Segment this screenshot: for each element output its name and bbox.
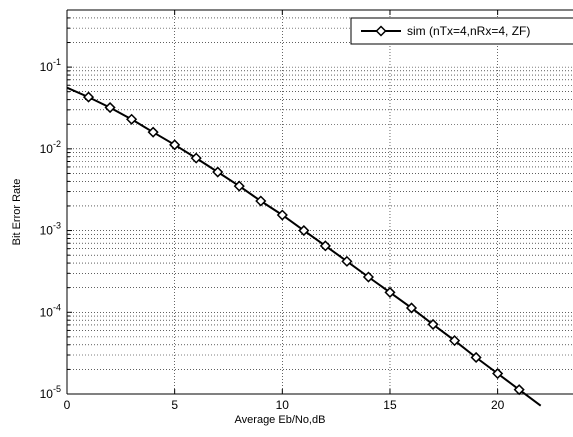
series-point xyxy=(147,126,159,138)
legend-entry-label: sim (nTx=4,nRx=4, ZF) xyxy=(407,24,530,38)
series-point xyxy=(298,224,310,237)
y-tick-label: 10-2 xyxy=(40,139,61,156)
series-point xyxy=(427,318,439,330)
y-tick-label: 10-4 xyxy=(40,302,61,319)
series-point xyxy=(276,209,288,221)
series-point xyxy=(341,255,353,267)
series-point xyxy=(212,166,224,178)
x-tick-label: 20 xyxy=(491,398,505,412)
legend-diamond-marker xyxy=(375,25,387,37)
series-point xyxy=(319,240,331,252)
legend: sim (nTx=4,nRx=4, ZF) xyxy=(350,17,573,45)
series-point xyxy=(82,91,95,103)
series-point xyxy=(126,113,138,125)
x-tick-label: 0 xyxy=(64,398,71,412)
ticks: 0 5 10 15 20 10-1 10-2 10-3 10-4 10-5 xyxy=(40,10,505,412)
x-tick-label: 10 xyxy=(276,398,290,412)
series-point xyxy=(190,152,202,164)
x-tick-label: 15 xyxy=(383,398,397,412)
series-point xyxy=(104,101,116,114)
y-axis-label: Bit Error Rate xyxy=(11,179,23,246)
grid xyxy=(67,10,573,394)
series-point xyxy=(384,286,396,298)
series-point xyxy=(470,351,482,364)
y-tick-label: 10-3 xyxy=(40,221,61,238)
series-point xyxy=(233,180,245,192)
x-tick-label: 5 xyxy=(171,398,178,412)
y-tick-label: 10-5 xyxy=(40,384,61,401)
series-point xyxy=(449,335,461,347)
series-point xyxy=(255,195,267,207)
series-group xyxy=(66,86,542,407)
plot-area xyxy=(67,10,573,394)
series-point xyxy=(492,367,504,380)
series-point xyxy=(405,302,418,314)
y-tick-label: 10-1 xyxy=(40,57,61,74)
series-point xyxy=(169,139,181,151)
series-point xyxy=(362,271,375,283)
x-axis-label: Average Eb/No,dB xyxy=(235,414,326,426)
